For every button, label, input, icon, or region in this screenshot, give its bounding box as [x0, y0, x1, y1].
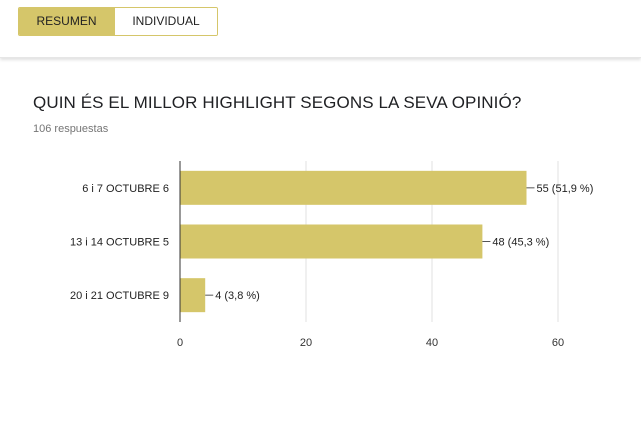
- bar: [180, 170, 527, 205]
- x-tick-label: 60: [552, 337, 564, 349]
- question-title: QUIN ÉS EL MILLOR HIGHLIGHT SEGONS LA SE…: [33, 93, 522, 112]
- tab-individual[interactable]: INDIVIDUAL: [114, 8, 217, 35]
- data-label: 55 (51,9 %): [537, 183, 594, 195]
- top-bar: RESUMEN INDIVIDUAL: [0, 0, 641, 58]
- x-tick-label: 20: [300, 337, 312, 349]
- view-tabs: RESUMEN INDIVIDUAL: [18, 7, 218, 36]
- x-tick-label: 0: [177, 337, 183, 349]
- tab-resumen[interactable]: RESUMEN: [19, 8, 114, 35]
- data-label: 4 (3,8 %): [215, 290, 260, 302]
- x-tick-label: 40: [426, 337, 438, 349]
- response-count: 106 respuestas: [33, 123, 109, 135]
- bar: [180, 224, 483, 259]
- data-label: 48 (45,3 %): [492, 237, 549, 249]
- bar: [180, 278, 206, 313]
- category-label: 13 i 14 OCTUBRE 5: [70, 237, 169, 249]
- category-label: 6 i 7 OCTUBRE 6: [82, 183, 169, 195]
- category-label: 20 i 21 OCTUBRE 9: [70, 290, 169, 302]
